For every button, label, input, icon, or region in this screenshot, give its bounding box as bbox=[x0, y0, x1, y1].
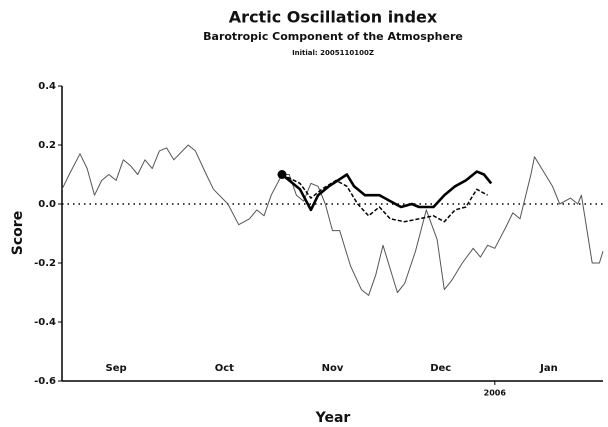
month-label: Nov bbox=[322, 363, 344, 374]
series-line bbox=[281, 170, 493, 212]
month-label: Dec bbox=[430, 363, 451, 374]
initial-note: Initial: 2005110100Z bbox=[292, 49, 374, 57]
chart-subtitle: Barotropic Component of the Atmosphere bbox=[203, 30, 463, 43]
year-tick-label: 2006 bbox=[484, 389, 507, 398]
y-tick-label: 0.0 bbox=[38, 199, 56, 210]
y-tick-label: -0.4 bbox=[34, 317, 56, 328]
month-label: Sep bbox=[106, 363, 127, 374]
y-tick-label: -0.2 bbox=[34, 258, 56, 269]
x-axis-label: Year bbox=[315, 410, 351, 426]
y-axis-label: Score bbox=[10, 211, 26, 255]
series-line bbox=[281, 173, 488, 223]
series-line bbox=[61, 144, 604, 296]
y-tick-label: 0.4 bbox=[38, 81, 56, 92]
month-label: Jan bbox=[539, 363, 558, 374]
y-tick-label: 0.2 bbox=[38, 140, 56, 151]
month-label: Oct bbox=[215, 363, 234, 374]
chart-title: Arctic Oscillation index bbox=[229, 8, 438, 27]
y-tick-label: -0.6 bbox=[34, 376, 56, 387]
